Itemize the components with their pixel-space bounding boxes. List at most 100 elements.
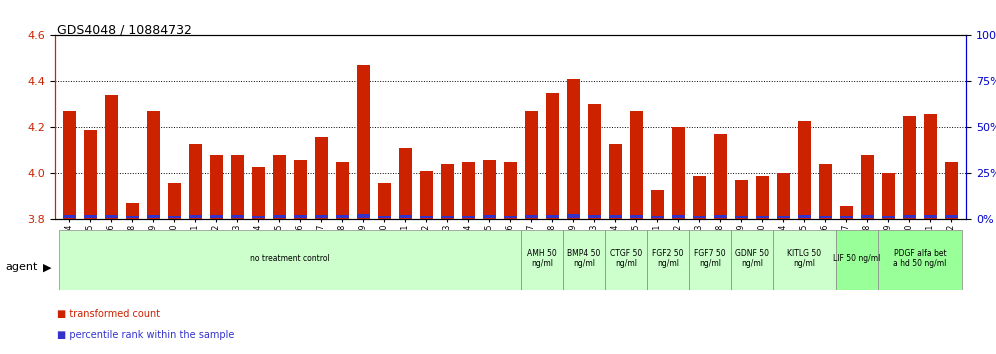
Bar <box>903 116 915 219</box>
Bar <box>610 215 622 218</box>
Bar <box>294 216 307 218</box>
Bar <box>735 216 748 218</box>
Bar <box>420 216 432 218</box>
Bar <box>358 65 370 219</box>
Bar <box>693 216 706 218</box>
Bar <box>546 93 559 219</box>
Bar <box>441 216 454 218</box>
Bar <box>924 114 936 219</box>
Bar <box>147 112 159 219</box>
Bar <box>714 215 727 218</box>
Bar <box>924 215 936 218</box>
Bar <box>882 173 894 219</box>
Bar <box>672 127 684 219</box>
Bar <box>672 215 684 218</box>
Bar <box>273 215 286 218</box>
Bar <box>399 148 411 219</box>
Bar <box>651 190 663 219</box>
Bar <box>210 215 223 218</box>
Bar <box>315 215 328 218</box>
Bar <box>589 215 601 218</box>
Text: LIF 50 ng/ml: LIF 50 ng/ml <box>834 254 880 263</box>
Text: ■ percentile rank within the sample: ■ percentile rank within the sample <box>57 330 234 340</box>
Text: agent: agent <box>5 262 38 272</box>
FancyBboxPatch shape <box>605 230 647 290</box>
Bar <box>63 215 76 218</box>
Bar <box>525 112 538 219</box>
Text: FGF7 50
ng/ml: FGF7 50 ng/ml <box>694 249 726 268</box>
Bar <box>106 215 118 218</box>
Bar <box>358 214 370 218</box>
Bar <box>862 155 873 219</box>
Bar <box>651 216 663 218</box>
Text: KITLG 50
ng/ml: KITLG 50 ng/ml <box>788 249 822 268</box>
Bar <box>483 160 496 219</box>
Text: ■ transformed count: ■ transformed count <box>57 309 160 319</box>
Bar <box>819 216 832 218</box>
Bar <box>441 164 454 219</box>
Bar <box>168 216 180 218</box>
Bar <box>231 215 244 218</box>
Bar <box>147 215 159 218</box>
FancyBboxPatch shape <box>773 230 836 290</box>
Bar <box>337 216 349 218</box>
Bar <box>819 164 832 219</box>
Text: ▶: ▶ <box>43 262 52 272</box>
Bar <box>903 215 915 218</box>
Bar <box>294 160 307 219</box>
Bar <box>756 176 769 219</box>
Bar <box>85 216 97 218</box>
Bar <box>798 215 811 218</box>
Bar <box>525 215 538 218</box>
Text: GDS4048 / 10884732: GDS4048 / 10884732 <box>57 23 191 36</box>
Text: GDNF 50
ng/ml: GDNF 50 ng/ml <box>735 249 769 268</box>
Bar <box>399 215 411 218</box>
Bar <box>252 216 265 218</box>
FancyBboxPatch shape <box>731 230 773 290</box>
FancyBboxPatch shape <box>877 230 962 290</box>
Text: CTGF 50
ng/ml: CTGF 50 ng/ml <box>610 249 642 268</box>
Bar <box>504 216 517 218</box>
Bar <box>462 216 475 218</box>
Bar <box>546 215 559 218</box>
Bar <box>189 144 202 219</box>
Bar <box>106 95 118 219</box>
Bar <box>756 216 769 218</box>
Bar <box>126 216 138 218</box>
Bar <box>567 79 580 219</box>
FancyBboxPatch shape <box>521 230 563 290</box>
Bar <box>693 176 706 219</box>
Bar <box>85 130 97 219</box>
Bar <box>168 183 180 219</box>
Bar <box>862 215 873 218</box>
Bar <box>126 204 138 219</box>
Bar <box>882 216 894 218</box>
Bar <box>273 155 286 219</box>
Bar <box>589 104 601 219</box>
Bar <box>231 155 244 219</box>
Bar <box>630 112 642 219</box>
Text: AMH 50
ng/ml: AMH 50 ng/ml <box>527 249 557 268</box>
Text: PDGF alfa bet
a hd 50 ng/ml: PDGF alfa bet a hd 50 ng/ml <box>893 249 946 268</box>
FancyBboxPatch shape <box>836 230 877 290</box>
Bar <box>945 216 958 218</box>
Text: BMP4 50
ng/ml: BMP4 50 ng/ml <box>568 249 601 268</box>
Bar <box>777 173 790 219</box>
Bar <box>735 181 748 219</box>
Bar <box>777 216 790 218</box>
Bar <box>210 155 223 219</box>
Bar <box>252 167 265 219</box>
Bar <box>630 215 642 218</box>
FancyBboxPatch shape <box>563 230 605 290</box>
FancyBboxPatch shape <box>647 230 689 290</box>
Bar <box>798 120 811 219</box>
Bar <box>504 162 517 219</box>
Text: FGF2 50
ng/ml: FGF2 50 ng/ml <box>652 249 683 268</box>
Bar <box>714 135 727 219</box>
FancyBboxPatch shape <box>689 230 731 290</box>
Bar <box>315 137 328 219</box>
Bar <box>841 216 853 218</box>
Bar <box>945 162 958 219</box>
Bar <box>63 112 76 219</box>
FancyBboxPatch shape <box>59 230 521 290</box>
